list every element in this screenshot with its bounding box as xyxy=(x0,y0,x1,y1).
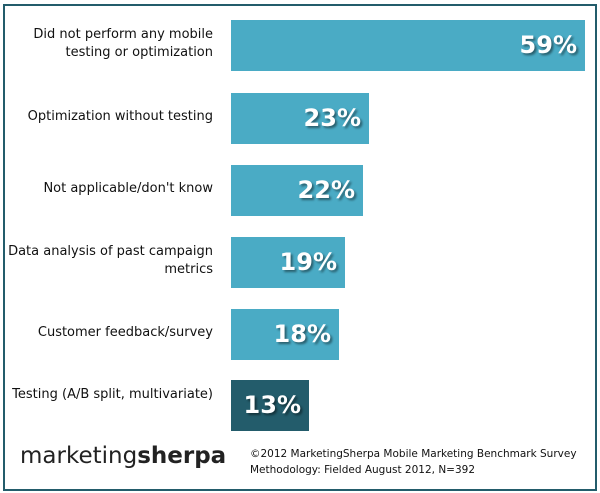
data-label: 13% xyxy=(243,391,301,419)
category-label: Did not perform any mobile testing or op… xyxy=(33,27,213,60)
marketingsherpa-logo: marketingsherpa xyxy=(20,443,227,469)
source-line-2: Methodology: Fielded August 2012, N=392 xyxy=(250,464,476,476)
bar: 19% xyxy=(231,237,345,288)
data-label: 22% xyxy=(297,176,355,204)
category-label: Customer feedback/survey xyxy=(37,325,213,340)
data-label: 19% xyxy=(279,248,337,276)
bar: 22% xyxy=(231,165,363,216)
source-note: ©2012 MarketingSherpa Mobile Marketing B… xyxy=(250,446,577,478)
category-label: Testing (A/B split, multivariate) xyxy=(12,387,213,402)
bar: 18% xyxy=(231,309,339,360)
data-label: 23% xyxy=(303,104,361,132)
bar: 13% xyxy=(231,380,309,431)
bar: 59% xyxy=(231,20,585,71)
category-label: Not applicable/don't know xyxy=(43,181,213,196)
category-label: Data analysis of past campaign metrics xyxy=(8,244,213,277)
category-label: Optimization without testing xyxy=(27,109,213,124)
data-label: 59% xyxy=(519,31,577,59)
bar: 23% xyxy=(231,93,369,144)
source-line-1: ©2012 MarketingSherpa Mobile Marketing B… xyxy=(250,448,577,460)
data-label: 18% xyxy=(273,320,331,348)
chart-border xyxy=(3,4,597,491)
